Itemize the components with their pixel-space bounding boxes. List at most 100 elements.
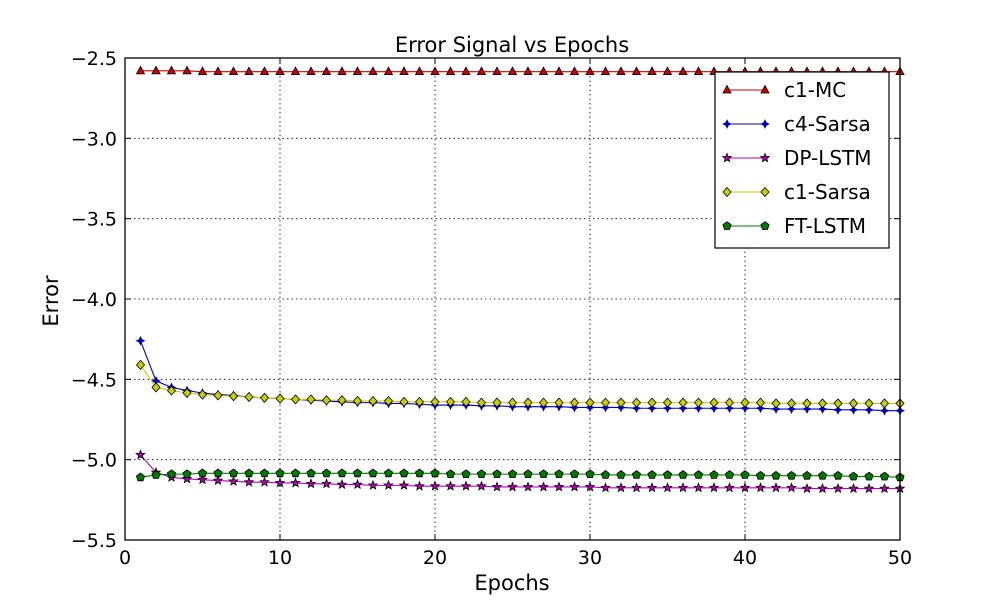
data-point-c4-sarsa — [678, 403, 688, 414]
data-point-dp-lstm — [724, 482, 735, 493]
data-point-c1-sarsa — [182, 387, 192, 399]
data-point-dp-lstm — [445, 480, 456, 491]
data-point-c1-sarsa — [259, 392, 270, 403]
x-tick-label: 0 — [119, 547, 131, 569]
data-point-c1-mc — [306, 66, 316, 76]
data-point-ft-lstm — [879, 471, 890, 481]
data-point-c1-sarsa — [321, 395, 332, 406]
data-point-c4-sarsa — [724, 403, 735, 414]
data-point-dp-lstm — [770, 482, 782, 493]
data-point-c1-mc — [538, 66, 549, 76]
data-point-c1-sarsa — [306, 394, 316, 405]
data-point-dp-lstm — [274, 477, 286, 488]
data-point-c1-sarsa — [523, 397, 533, 408]
data-point-ft-lstm — [321, 468, 332, 478]
data-point-c1-sarsa — [507, 397, 518, 408]
legend-item-c1-sarsa: c1-Sarsa — [722, 180, 871, 204]
legend-marker — [722, 119, 732, 129]
data-point-ft-lstm — [802, 470, 812, 480]
y-tick-label: −5.0 — [71, 450, 117, 472]
data-point-ft-lstm — [538, 469, 549, 479]
data-point-ft-lstm — [352, 468, 363, 478]
data-point-c1-sarsa — [771, 398, 781, 409]
data-point-c1-mc — [352, 66, 363, 76]
data-point-c1-mc — [166, 65, 177, 75]
data-point-dp-lstm — [336, 478, 348, 490]
data-point-dp-lstm — [538, 481, 549, 492]
data-point-dp-lstm — [290, 477, 301, 488]
data-point-c4-sarsa — [848, 404, 859, 415]
data-point-ft-lstm — [709, 470, 719, 479]
data-point-c1-mc — [461, 66, 471, 76]
data-point-ft-lstm — [848, 471, 859, 481]
data-point-dp-lstm — [352, 478, 363, 490]
data-point-dp-lstm — [569, 481, 580, 492]
data-point-c1-sarsa — [197, 389, 208, 400]
data-point-c1-mc — [523, 66, 533, 76]
data-point-dp-lstm — [212, 474, 224, 486]
data-point-ft-lstm — [383, 468, 394, 478]
legend-marker — [760, 186, 770, 198]
legend-item-c1-mc: c1-MC — [722, 78, 846, 102]
data-point-ft-lstm — [585, 469, 595, 479]
data-point-ft-lstm — [135, 472, 146, 482]
data-point-c4-sarsa — [771, 404, 781, 414]
series-layer — [135, 65, 906, 494]
data-point-c1-mc — [213, 66, 223, 76]
data-point-c1-mc — [554, 66, 564, 76]
data-point-dp-lstm — [848, 482, 859, 494]
legend-label: DP-LSTM — [784, 146, 872, 170]
data-point-c1-mc — [275, 66, 285, 76]
data-point-dp-lstm — [584, 481, 596, 492]
data-point-c1-sarsa — [383, 395, 394, 407]
data-point-c1-mc — [414, 66, 425, 76]
data-point-ft-lstm — [833, 470, 843, 480]
data-point-dp-lstm — [863, 482, 875, 494]
data-point-dp-lstm — [801, 482, 813, 494]
data-point-dp-lstm — [817, 482, 828, 494]
data-point-c1-sarsa — [864, 398, 874, 409]
data-point-c1-sarsa — [616, 397, 626, 408]
data-point-ft-lstm — [414, 468, 425, 478]
data-point-dp-lstm — [243, 476, 255, 487]
data-point-c1-sarsa — [631, 397, 642, 408]
data-point-c1-sarsa — [848, 398, 859, 409]
data-point-c1-mc — [228, 66, 239, 76]
data-point-c4-sarsa — [833, 404, 843, 415]
y-tick-label: −5.5 — [71, 530, 117, 552]
data-point-ft-lstm — [662, 470, 673, 479]
data-point-c1-sarsa — [368, 395, 378, 407]
legend-item-c4-sarsa: c4-Sarsa — [722, 112, 871, 136]
data-point-c4-sarsa — [755, 403, 766, 414]
legend-label: c1-MC — [784, 78, 846, 102]
x-tick-label: 40 — [733, 547, 757, 569]
data-point-c4-sarsa — [740, 403, 750, 414]
data-point-c1-sarsa — [569, 397, 580, 408]
data-point-ft-lstm — [445, 469, 456, 479]
series-c1-sarsa — [135, 359, 905, 409]
data-point-c1-sarsa — [275, 393, 285, 404]
data-point-c1-sarsa — [678, 397, 688, 408]
data-point-ft-lstm — [228, 468, 239, 478]
data-point-c1-sarsa — [786, 398, 797, 409]
data-point-dp-lstm — [259, 476, 270, 487]
data-point-c1-sarsa — [647, 397, 657, 408]
data-point-c1-mc — [151, 65, 161, 75]
legend-marker — [721, 152, 733, 163]
data-point-ft-lstm — [461, 469, 471, 479]
data-point-c1-mc — [616, 66, 626, 76]
legend-label: c1-Sarsa — [784, 180, 871, 204]
data-point-dp-lstm — [367, 479, 379, 490]
data-point-dp-lstm — [553, 481, 565, 492]
data-point-ft-lstm — [368, 468, 378, 478]
x-tick-label: 50 — [888, 547, 912, 569]
x-tick-label: 20 — [423, 547, 447, 569]
data-point-c1-sarsa — [290, 394, 301, 405]
data-point-c4-sarsa — [864, 404, 874, 415]
data-point-dp-lstm — [708, 482, 720, 493]
data-point-c1-mc — [135, 65, 146, 75]
data-point-c1-mc — [678, 66, 688, 76]
data-point-c1-sarsa — [740, 397, 750, 408]
data-point-c1-mc — [368, 66, 378, 76]
